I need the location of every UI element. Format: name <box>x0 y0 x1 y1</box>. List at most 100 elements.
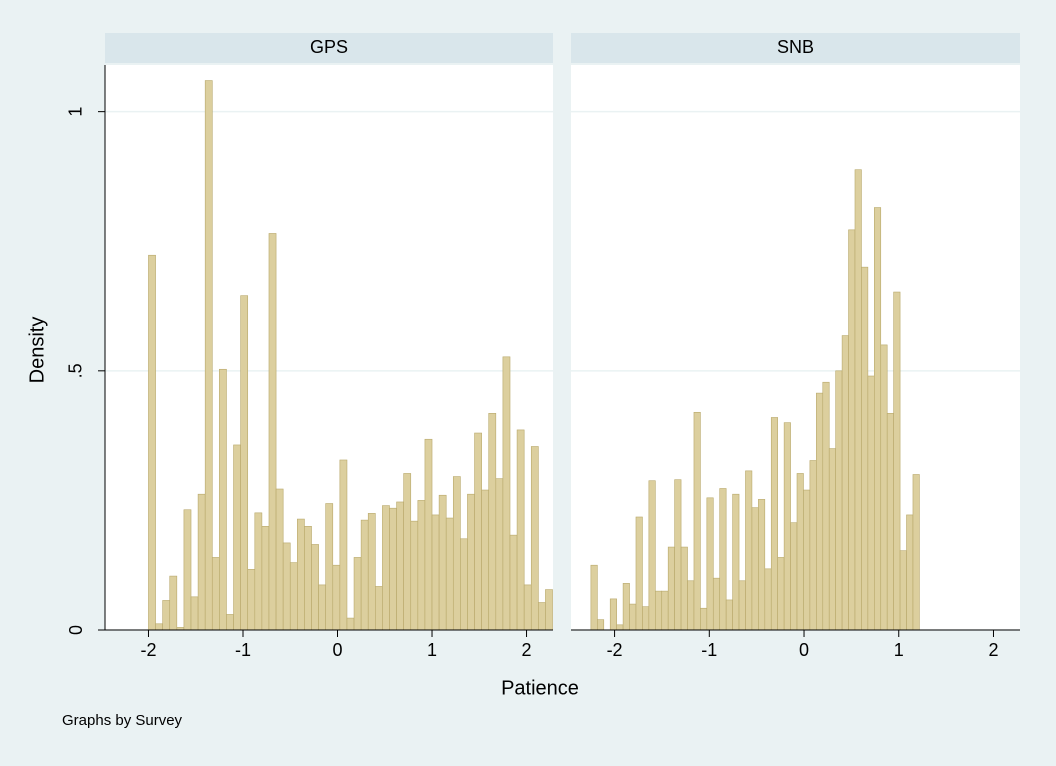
bar <box>655 590 663 631</box>
bar <box>597 619 605 631</box>
bar <box>410 520 419 631</box>
bar <box>867 375 875 631</box>
bar <box>190 596 199 631</box>
bar <box>183 509 192 631</box>
bar <box>396 501 404 631</box>
bar <box>680 546 688 631</box>
bar <box>226 614 234 631</box>
bar <box>816 392 824 631</box>
bar <box>275 488 284 631</box>
bar <box>790 522 798 631</box>
facet-title: GPS <box>310 37 348 57</box>
bar <box>452 476 461 631</box>
bar <box>687 580 695 631</box>
bar <box>854 169 862 631</box>
bar <box>751 507 759 631</box>
bar <box>332 564 341 631</box>
bar <box>169 575 178 631</box>
bar <box>538 602 546 631</box>
x-tick-label: -1 <box>701 640 717 660</box>
bar <box>523 584 532 631</box>
bar <box>642 606 650 631</box>
x-tick-label: 0 <box>332 640 342 660</box>
bar <box>616 624 624 631</box>
bar <box>460 538 468 631</box>
bar <box>770 417 778 631</box>
x-tick-label: -2 <box>607 640 623 660</box>
bar <box>622 583 630 631</box>
bar <box>289 562 298 631</box>
bar <box>912 474 920 631</box>
bar <box>899 550 907 631</box>
bar <box>712 577 721 631</box>
bar <box>424 438 433 631</box>
bar <box>880 344 888 631</box>
bar <box>530 446 539 631</box>
bar <box>339 459 348 631</box>
bar <box>803 489 811 631</box>
bar <box>155 623 163 631</box>
bar <box>431 514 440 631</box>
y-tick-label: 1 <box>66 107 86 117</box>
bar <box>211 557 220 631</box>
bar <box>219 368 227 631</box>
bar <box>635 516 643 631</box>
bar <box>254 512 263 631</box>
facet-strip <box>571 33 1020 63</box>
x-tick-label: 0 <box>799 640 809 660</box>
bar <box>745 470 753 631</box>
bar <box>822 381 830 631</box>
bar <box>304 526 312 631</box>
bar <box>297 518 305 631</box>
bar <box>162 600 171 631</box>
bar <box>240 295 249 631</box>
bar <box>828 448 836 631</box>
bar <box>764 568 772 631</box>
facet-strip <box>105 33 553 63</box>
bar <box>674 479 682 631</box>
bar <box>474 432 482 631</box>
bar <box>481 489 490 631</box>
bar <box>261 526 270 631</box>
y-axis-title: Density <box>26 317 48 384</box>
bar <box>346 617 355 631</box>
bar <box>725 599 733 631</box>
bar <box>233 444 241 631</box>
bar <box>197 493 206 631</box>
bar <box>700 607 708 631</box>
bar <box>311 544 319 631</box>
bar <box>375 586 383 631</box>
y-tick-label: 0 <box>66 625 86 635</box>
bar <box>874 207 882 631</box>
bar <box>886 413 894 631</box>
bar <box>906 514 914 631</box>
bar <box>148 254 156 631</box>
bar <box>777 557 785 631</box>
bar <box>367 513 376 631</box>
bar <box>495 478 504 631</box>
bar <box>247 569 256 631</box>
bar <box>841 335 849 631</box>
bar <box>693 411 701 631</box>
bar <box>325 503 334 631</box>
bar <box>382 505 390 631</box>
bar <box>629 603 637 631</box>
bar <box>809 460 817 631</box>
bar <box>438 494 447 631</box>
note: Graphs by Survey <box>62 712 183 729</box>
bar <box>389 507 397 631</box>
x-tick-label: 2 <box>522 640 532 660</box>
bar <box>509 534 518 631</box>
bar <box>403 473 412 631</box>
bar <box>848 229 856 631</box>
bar <box>732 493 740 631</box>
bar <box>516 429 525 631</box>
bar <box>648 480 656 631</box>
bar <box>893 291 901 631</box>
x-tick-label: 2 <box>988 640 998 660</box>
x-tick-label: -2 <box>140 640 156 660</box>
bar <box>318 584 326 631</box>
bar <box>706 497 714 631</box>
bar <box>758 499 766 631</box>
x-tick-label: -1 <box>235 640 251 660</box>
